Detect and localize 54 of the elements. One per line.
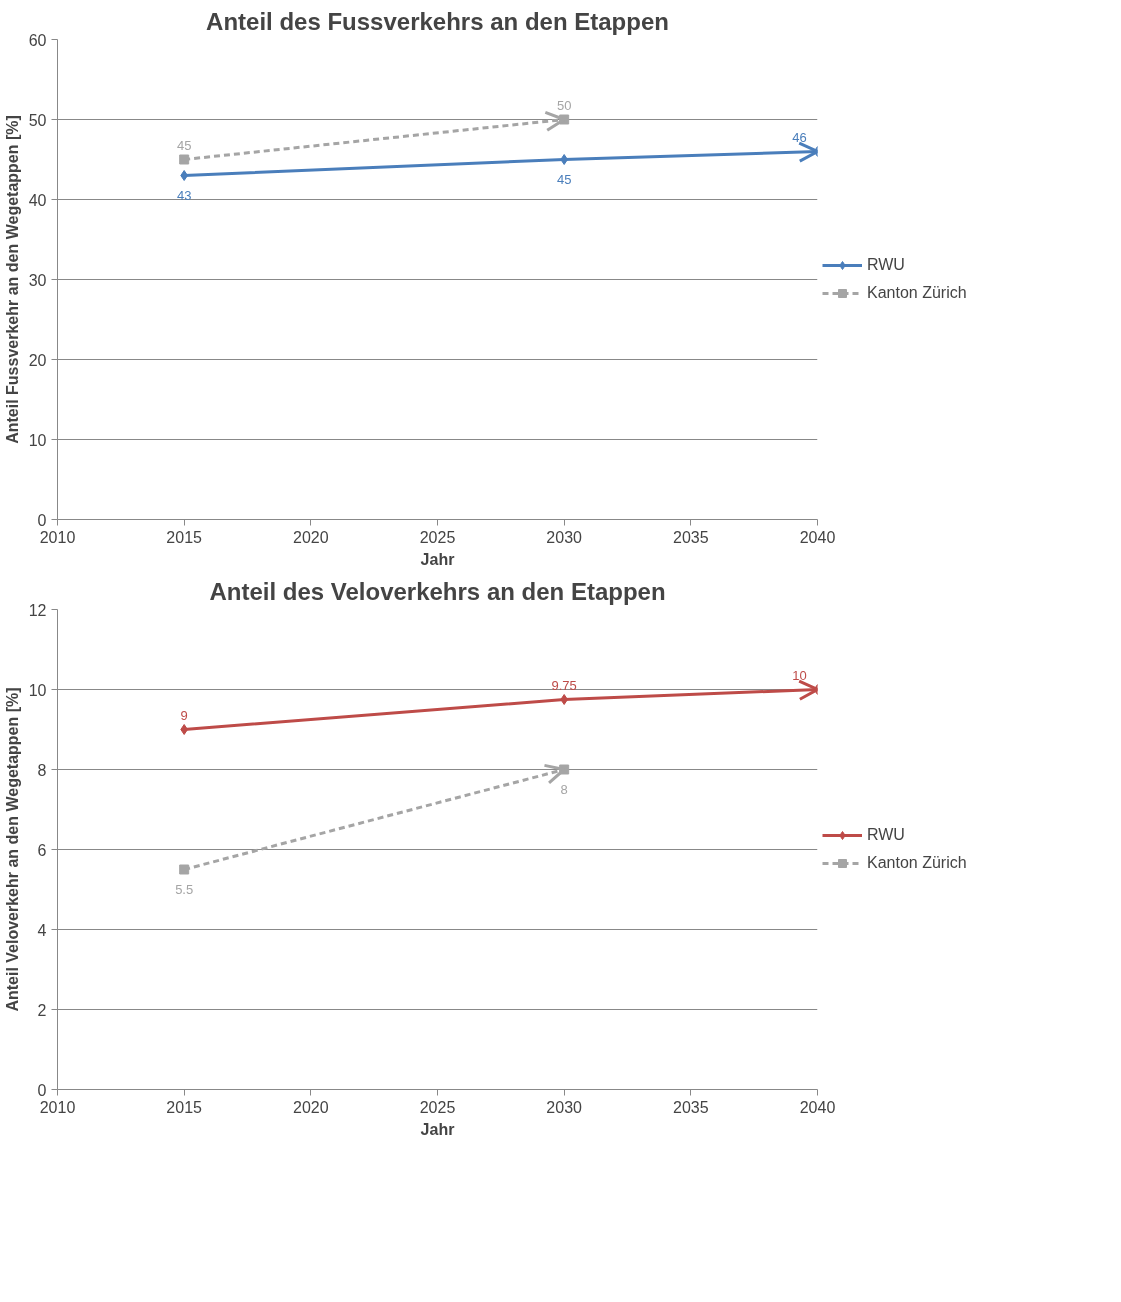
x-tick-label: 2035 [673, 1098, 709, 1116]
data-label: 43 [176, 187, 192, 203]
x-tick-label: 2015 [166, 1098, 203, 1116]
x-tick-label: 2030 [546, 528, 583, 546]
data-label: 5.5 [175, 881, 194, 897]
x-tick-label: 2015 [166, 528, 203, 546]
x-tick-label: 2035 [673, 528, 709, 546]
legend-label: RWU [867, 256, 905, 274]
y-axis-title: Anteil Fussverkehr an den Wegetappen [%] [3, 115, 21, 444]
y-tick-label: 10 [28, 431, 47, 449]
y-tick-label: 0 [37, 511, 47, 529]
data-label: 10 [792, 667, 807, 683]
y-tick-label: 40 [28, 191, 47, 209]
y-axis-title: Anteil Veloverkehr an den Wegetappen [%] [3, 687, 21, 1012]
legend-label: Kanton Zürich [867, 284, 967, 302]
x-tick-label: 2040 [799, 1098, 836, 1116]
x-axis-title: Jahr [420, 1120, 455, 1138]
point [560, 154, 568, 165]
data-label: 46 [792, 129, 807, 145]
x-tick-label: 2040 [799, 528, 836, 546]
y-tick-label: 2 [37, 1001, 47, 1019]
x-tick-label: 2010 [39, 528, 76, 546]
point [180, 724, 188, 735]
x-tick-label: 2025 [419, 1098, 456, 1116]
legend-label: Kanton Zürich [867, 854, 967, 872]
x-axis-title: Jahr [420, 550, 455, 568]
y-tick-label: 60 [28, 31, 47, 49]
y-tick-label: 20 [28, 351, 47, 369]
data-label: 45 [176, 137, 192, 153]
x-tick-label: 2020 [293, 528, 329, 546]
chart-title: Anteil des Veloverkehrs an den Etappen [209, 577, 666, 605]
point [179, 864, 190, 875]
chart-title: Anteil des Fussverkehrs an den Etappen [206, 7, 669, 35]
legend-label: RWU [867, 826, 905, 844]
point [560, 694, 568, 705]
y-tick-label: 10 [28, 681, 47, 699]
point [180, 170, 188, 181]
x-tick-label: 2020 [293, 1098, 329, 1116]
point [179, 154, 190, 165]
y-tick-label: 4 [37, 921, 47, 939]
data-label: 8 [560, 781, 568, 797]
y-tick-label: 8 [37, 761, 47, 779]
data-label: 45 [556, 171, 572, 187]
x-tick-label: 2010 [39, 1098, 76, 1116]
y-tick-label: 12 [28, 601, 47, 619]
data-label: 9.75 [551, 677, 577, 693]
y-tick-label: 50 [28, 111, 47, 129]
y-tick-label: 0 [37, 1081, 47, 1099]
x-tick-label: 2030 [546, 1098, 583, 1116]
y-tick-label: 30 [28, 271, 47, 289]
data-label: 9 [180, 707, 188, 723]
x-tick-label: 2025 [419, 528, 456, 546]
y-tick-label: 6 [37, 841, 47, 859]
data-label: 50 [556, 97, 572, 113]
